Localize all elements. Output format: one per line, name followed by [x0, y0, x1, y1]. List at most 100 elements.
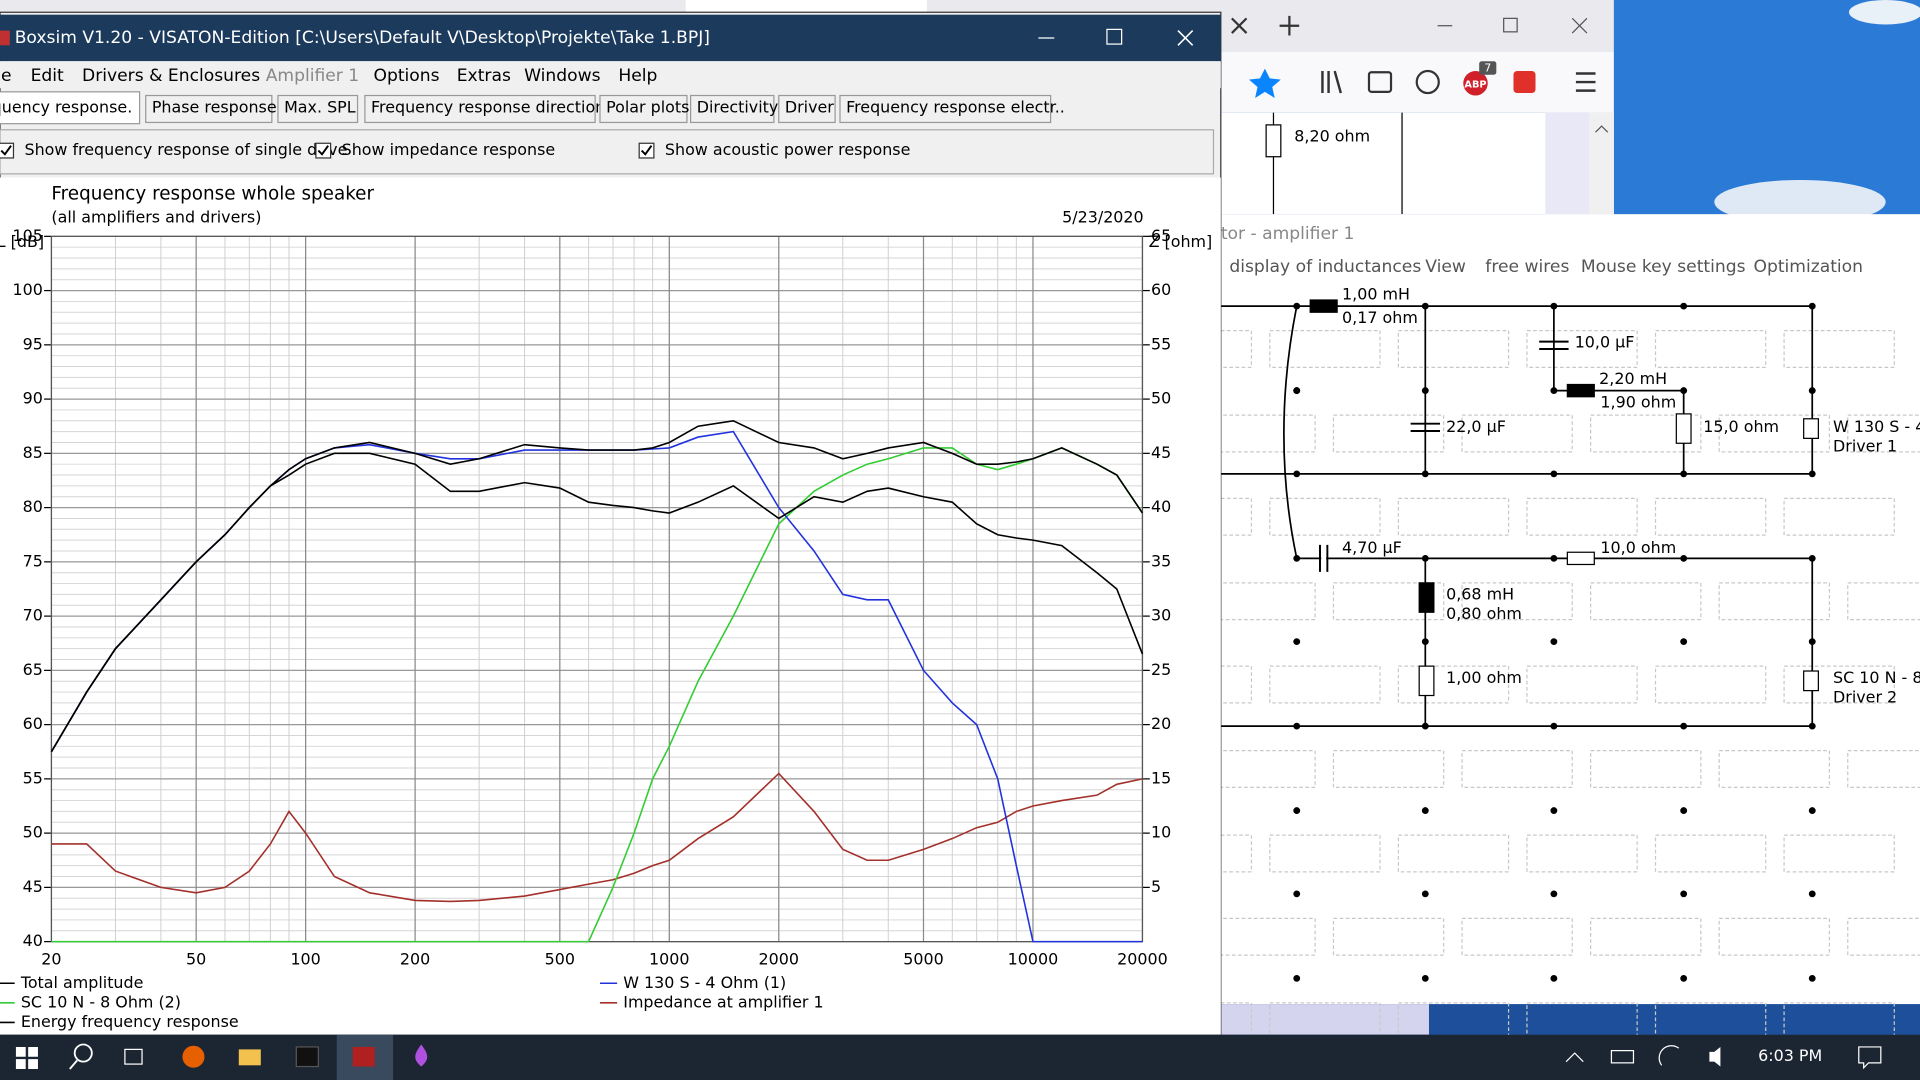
- component-label: 1,90 ohm: [1600, 392, 1676, 411]
- checkmark: [0, 145, 12, 156]
- menu-item[interactable]: Amplifier 1: [266, 66, 360, 86]
- component-label: 0,68 mH: [1446, 585, 1514, 604]
- tray-expand[interactable]: [1565, 1052, 1584, 1063]
- node: [1808, 890, 1816, 898]
- tab[interactable]: [778, 94, 836, 124]
- tab[interactable]: [277, 94, 359, 124]
- node: [1808, 807, 1816, 815]
- node: [1680, 722, 1688, 730]
- close[interactable]: [1571, 17, 1588, 34]
- menu-item[interactable]: Optimization: [1753, 257, 1863, 277]
- scroll-up[interactable]: [1595, 125, 1609, 133]
- capacitor: [1319, 340, 1569, 572]
- y2-tick-label: 40: [1151, 497, 1171, 516]
- start-button[interactable]: [15, 1046, 38, 1069]
- clock[interactable]: 6:03 PM: [1758, 1046, 1822, 1065]
- new-tab[interactable]: [1279, 15, 1300, 36]
- component-label: Driver 1: [1833, 436, 1897, 455]
- component-label: 15,0 ohm: [1703, 417, 1779, 436]
- legend-label: Impedance at amplifier 1: [623, 992, 823, 1011]
- menu-item[interactable]: free wires: [1485, 257, 1569, 277]
- menu-button[interactable]: [1575, 72, 1596, 92]
- menu-bar: [1220, 251, 1920, 283]
- y-axis-label: SPL [dB]: [0, 232, 44, 251]
- y-tick-label: 95: [23, 334, 43, 353]
- task-view[interactable]: [124, 1048, 143, 1065]
- node: [1421, 974, 1429, 982]
- network[interactable]: [1658, 1045, 1680, 1066]
- menu-item[interactable]: Mouse key settings: [1581, 257, 1746, 277]
- node: [1680, 470, 1688, 478]
- firefox[interactable]: [182, 1045, 205, 1068]
- y2-tick-label: 55: [1151, 334, 1171, 353]
- app[interactable]: [295, 1046, 319, 1068]
- browser-tab[interactable]: [685, 0, 927, 13]
- grid-cell: [1461, 414, 1573, 453]
- battery[interactable]: [1610, 1050, 1635, 1064]
- grid-cell: [1397, 665, 1510, 704]
- close-tab[interactable]: [1231, 17, 1248, 34]
- grid-cell: [1654, 330, 1767, 368]
- tab[interactable]: [364, 94, 596, 124]
- node: [1680, 302, 1688, 310]
- y-tick-label: 70: [23, 606, 43, 625]
- checkbox[interactable]: [315, 142, 332, 159]
- badge-count: 7: [1484, 62, 1491, 75]
- library[interactable]: [1321, 70, 1342, 94]
- node: [1680, 554, 1688, 562]
- tab[interactable]: [839, 94, 1052, 124]
- y-tick-label: 90: [23, 389, 43, 408]
- component-label: 10,0 ohm: [1600, 538, 1676, 557]
- maximize[interactable]: [1106, 28, 1123, 45]
- menu-item[interactable]: Drivers & Enclosures: [82, 66, 260, 86]
- checkbox[interactable]: [638, 142, 655, 159]
- grid-cell: [1718, 582, 1830, 621]
- menu-item[interactable]: Help: [618, 66, 657, 86]
- extension[interactable]: [1513, 71, 1536, 94]
- menu-item[interactable]: display of inductances: [1229, 257, 1421, 277]
- sidebar[interactable]: [1367, 71, 1393, 93]
- account[interactable]: [1415, 69, 1440, 95]
- node: [1680, 807, 1688, 815]
- boxsim-window: Boxsim V1.20 - VISATON-Edition [C:\Users…: [0, 11, 1222, 1036]
- node: [1808, 387, 1816, 395]
- menu-item[interactable]: Windows: [524, 66, 601, 86]
- grid-cell: [1847, 750, 1920, 788]
- component-label: 0,17 ohm: [1342, 308, 1418, 327]
- y-tick-label: 45: [23, 877, 43, 896]
- grid-cell: [1397, 834, 1510, 873]
- tab[interactable]: [145, 94, 273, 124]
- x-tick-label: 100: [290, 950, 320, 969]
- close[interactable]: [1177, 30, 1194, 46]
- inductor: [1566, 383, 1595, 398]
- search[interactable]: [73, 1043, 93, 1063]
- node: [1550, 974, 1558, 982]
- component-label: 2,20 mH: [1599, 369, 1667, 388]
- node: [1808, 554, 1816, 562]
- node: [1550, 722, 1558, 730]
- badge: [1479, 61, 1497, 75]
- grid-cell: [1590, 917, 1702, 956]
- menu-item[interactable]: Extras: [457, 66, 511, 86]
- adblock[interactable]: [1463, 71, 1488, 96]
- notifications[interactable]: [1858, 1046, 1882, 1070]
- tab[interactable]: [599, 94, 688, 124]
- menu-item[interactable]: Edit: [31, 66, 64, 86]
- tab[interactable]: [690, 94, 775, 124]
- node: [1421, 890, 1429, 898]
- node: [1421, 722, 1429, 730]
- bookmark-star[interactable]: [1248, 68, 1281, 98]
- menu-item[interactable]: File: [0, 66, 12, 86]
- maximize[interactable]: [1503, 17, 1518, 33]
- app[interactable]: [415, 1044, 428, 1067]
- file-explorer[interactable]: [238, 1049, 261, 1066]
- y2-tick-label: 15: [1151, 768, 1171, 787]
- menu-item[interactable]: Options: [373, 66, 439, 86]
- tab[interactable]: [0, 91, 141, 125]
- y-tick-label: 60: [23, 714, 43, 733]
- search[interactable]: [69, 1059, 78, 1070]
- scrollbar[interactable]: [1589, 112, 1614, 215]
- component-label: W 130 S - 4: [1833, 417, 1920, 436]
- menu-item[interactable]: View: [1425, 257, 1466, 277]
